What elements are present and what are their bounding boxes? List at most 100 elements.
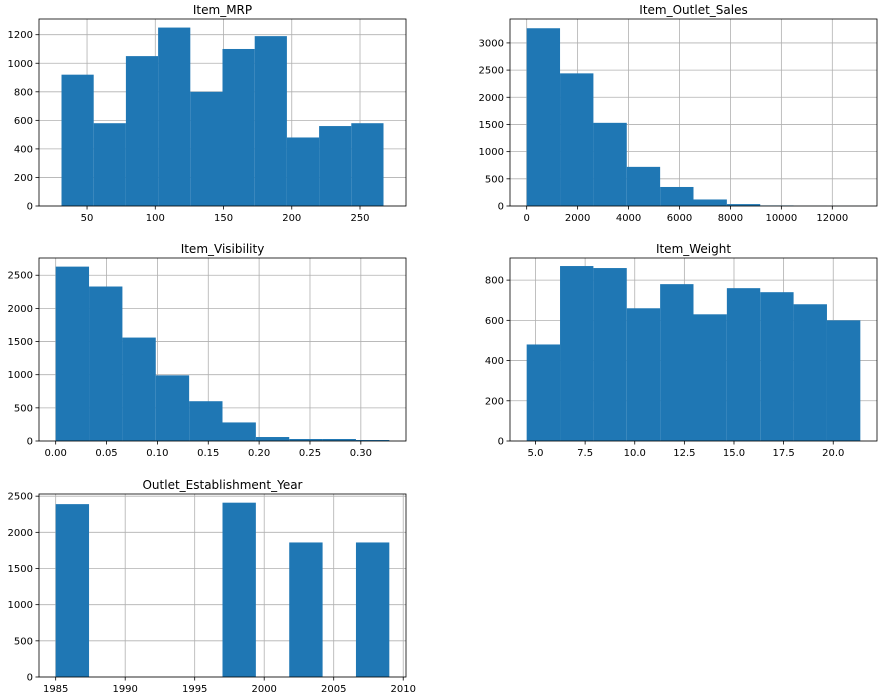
chart5-bar (289, 542, 323, 677)
chart4-x-tick-label: 15.0 (723, 448, 745, 459)
chart5-bar (355, 542, 390, 677)
chart1-x-tick-label: 100 (146, 213, 165, 224)
chart2-bar (660, 186, 694, 206)
chart1-x-tick-label: 250 (350, 213, 369, 224)
chart2-y-tick-label: 2000 (479, 93, 504, 104)
chart1-panel: 50 100 150 200 250 0 200 400 600 800 1000 1200 Item_… (8, 3, 407, 224)
chart4-x-tick-label: 5.0 (528, 448, 544, 459)
chart3-bar (189, 401, 223, 441)
chart4-bar (826, 320, 861, 441)
chart1-title: Item_MRP (193, 3, 252, 17)
chart4-y-tick-label: 600 (485, 316, 504, 327)
chart3-axes-frame (38, 257, 407, 442)
chart1-bar (190, 91, 223, 206)
chart5-x-tick-label: 2000 (251, 684, 276, 695)
chart5-x-tick-label: 1990 (112, 684, 137, 695)
chart2-y-tick-label: 1000 (479, 147, 504, 158)
chart3-bar (55, 266, 90, 441)
chart4-bar (793, 304, 827, 441)
chart3-bar (255, 437, 290, 441)
chart4-title: Item_Weight (656, 242, 731, 256)
chart1-bar (222, 48, 255, 207)
chart5-y-tick-label: 0 (27, 673, 33, 684)
chart1-bar (319, 126, 352, 206)
chart2-title: Item_Outlet_Sales (639, 3, 747, 17)
chart5-axes-frame (38, 493, 407, 678)
chart1-x-tick-label: 200 (282, 213, 301, 224)
chart4-y-tick-label: 400 (485, 356, 504, 367)
chart5-y-tick-label: 2000 (8, 528, 33, 539)
chart2-bar (593, 122, 627, 206)
chart1-bar (93, 123, 126, 206)
chart3-y-tick-label: 2000 (8, 304, 33, 315)
chart1-bar (351, 123, 384, 206)
chart4-x-tick-label: 17.5 (772, 448, 794, 459)
chart4-axes-frame (509, 257, 878, 442)
chart3-x-tick-label: 0.05 (95, 448, 117, 459)
chart4-x-tick-label: 20.0 (822, 448, 844, 459)
chart5-panel: 1985 1990 1995 2000 2005 2010 0 500 1000 1500 2000… (8, 478, 416, 695)
chart5-y-tick-label: 1500 (8, 564, 33, 575)
chart1-y-tick-label: 800 (14, 87, 33, 98)
chart4-panel: 5.0 7.5 10.0 12.5 15.0 17.5 20.0 0 200 400 600 800 I… (485, 242, 878, 459)
chart1-bar (158, 27, 191, 207)
chart3-title: Item_Visibility (181, 242, 265, 256)
chart2-bar (560, 73, 594, 206)
chart1-x-tick-label: 150 (214, 213, 233, 224)
chart3-x-tick-label: 0.20 (248, 448, 270, 459)
chart2-bar (626, 166, 661, 206)
chart2-y-tick-label: 500 (485, 174, 504, 185)
chart2-y-tick-label: 0 (498, 202, 504, 213)
chart4-bar (526, 344, 561, 441)
chart5-bar (222, 502, 256, 677)
chart4-x-tick-label: 10.0 (624, 448, 646, 459)
chart1-bar (61, 74, 94, 206)
chart4-x-tick-label: 12.5 (673, 448, 695, 459)
chart2-x-tick-label: 0 (523, 213, 529, 224)
chart2-bar (693, 199, 727, 206)
chart5-bar (55, 504, 90, 677)
chart3-y-tick-label: 0 (27, 437, 33, 448)
chart5-y-tick-label: 2500 (8, 492, 33, 503)
chart3-bar (355, 440, 390, 441)
chart4-bar (693, 314, 727, 441)
chart3-bar (89, 286, 123, 441)
chart4-y-tick-label: 0 (498, 437, 504, 448)
chart2-bar (526, 28, 561, 207)
chart5-title: Outlet_Establishment_Year (142, 478, 302, 492)
chart4-bar (593, 268, 627, 441)
chart2-axes-frame (509, 18, 878, 207)
chart4-bar (560, 266, 594, 441)
chart2-x-tick-label: 6000 (667, 213, 692, 224)
chart4-x-tick-label: 7.5 (577, 448, 593, 459)
chart3-bar (289, 439, 323, 441)
chart5-y-tick-label: 500 (14, 636, 33, 647)
chart3-bar (222, 422, 256, 441)
chart3-y-tick-label: 1500 (8, 337, 33, 348)
chart5-x-tick-label: 2005 (321, 684, 346, 695)
chart3-x-tick-label: 0.00 (45, 448, 67, 459)
chart2-y-tick-label: 3000 (479, 38, 504, 49)
chart1-y-tick-label: 200 (14, 173, 33, 184)
chart3-bar (155, 375, 190, 441)
chart4-bar (760, 292, 794, 441)
chart1-axes-frame (38, 18, 407, 207)
chart2-x-tick-label: 2000 (565, 213, 590, 224)
chart5-y-tick-label: 1000 (8, 600, 33, 611)
chart4-bar (726, 288, 761, 441)
chart2-x-tick-label: 12000 (816, 213, 848, 224)
chart4-y-tick-label: 200 (485, 396, 504, 407)
chart2-x-tick-label: 4000 (616, 213, 641, 224)
chart2-bar (726, 204, 761, 206)
chart3-panel: 0.00 0.05 0.10 0.15 0.20 0.25 0.30 0 500 1000 1500… (8, 242, 407, 459)
chart3-y-tick-label: 500 (14, 403, 33, 414)
chart2-y-tick-label: 1500 (479, 120, 504, 131)
chart1-y-tick-label: 400 (14, 144, 33, 155)
chart2-x-tick-label: 10000 (765, 213, 797, 224)
chart5-x-tick-label: 2010 (390, 684, 415, 695)
chart1-bar (125, 56, 159, 206)
chart4-bar (660, 284, 694, 441)
chart1-bar (286, 137, 320, 206)
chart2-panel: 0 2000 4000 6000 8000 10000 12000 0 500 1000 1500 2… (479, 3, 878, 224)
